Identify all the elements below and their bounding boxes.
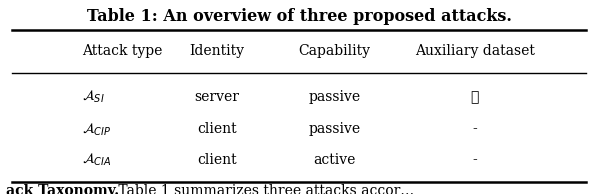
- Text: $\mathcal{A}_{CIP}$: $\mathcal{A}_{CIP}$: [82, 121, 112, 138]
- Text: client: client: [197, 122, 237, 136]
- Text: $\mathcal{A}_{SI}$: $\mathcal{A}_{SI}$: [82, 89, 105, 105]
- Text: client: client: [197, 153, 237, 167]
- Text: Attack type: Attack type: [82, 44, 163, 58]
- Text: -: -: [472, 153, 477, 167]
- Text: server: server: [194, 90, 239, 104]
- Text: Table 1: An overview of three proposed attacks.: Table 1: An overview of three proposed a…: [87, 8, 511, 25]
- Text: Identity: Identity: [190, 44, 245, 58]
- Text: active: active: [313, 153, 355, 167]
- Text: ✓: ✓: [471, 90, 479, 104]
- Text: ack Taxonomy.: ack Taxonomy.: [6, 184, 119, 194]
- Text: Auxiliary dataset: Auxiliary dataset: [415, 44, 535, 58]
- Text: passive: passive: [308, 122, 360, 136]
- Text: Capability: Capability: [298, 44, 370, 58]
- Text: -: -: [472, 122, 477, 136]
- Text: Table 1 summarizes three attacks accor…: Table 1 summarizes three attacks accor…: [114, 184, 414, 194]
- Text: $\mathcal{A}_{CIA}$: $\mathcal{A}_{CIA}$: [82, 152, 112, 168]
- Text: passive: passive: [308, 90, 360, 104]
